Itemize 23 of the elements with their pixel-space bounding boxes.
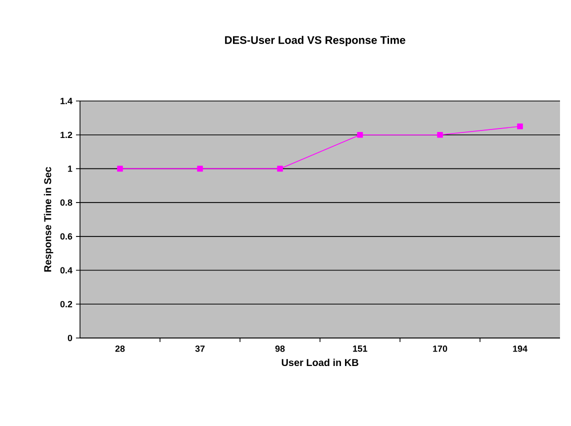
x-tick-label: 98 (275, 346, 285, 352)
y-tick-label: 0.2 (60, 300, 72, 308)
y-tick-label: 0.8 (60, 199, 72, 206)
y-tick-label: 0.6 (60, 233, 72, 240)
point (277, 166, 283, 172)
chart-title: DES-User Load VS Response Time (225, 36, 406, 46)
y-tick-label: 1.2 (60, 132, 72, 138)
y-tick-label: 1 (68, 166, 72, 172)
y-tick-label: 0.4 (60, 267, 72, 274)
point (517, 123, 523, 130)
x-tick-label: 28 (115, 346, 125, 352)
y-tick-label: 0 (68, 334, 72, 342)
point (437, 132, 443, 138)
x-tick-label: 194 (513, 346, 528, 352)
x-tick-label: 37 (195, 346, 205, 352)
x-tick-label: 170 (433, 346, 448, 352)
point (197, 166, 203, 172)
x-tick-label: 151 (353, 346, 368, 352)
point (357, 132, 363, 138)
y-axis-title: Response Time in Sec (44, 167, 54, 272)
y-tick-label: 1.4 (60, 98, 72, 104)
point (117, 166, 123, 172)
x-axis-title: User Load in KB (282, 358, 358, 366)
